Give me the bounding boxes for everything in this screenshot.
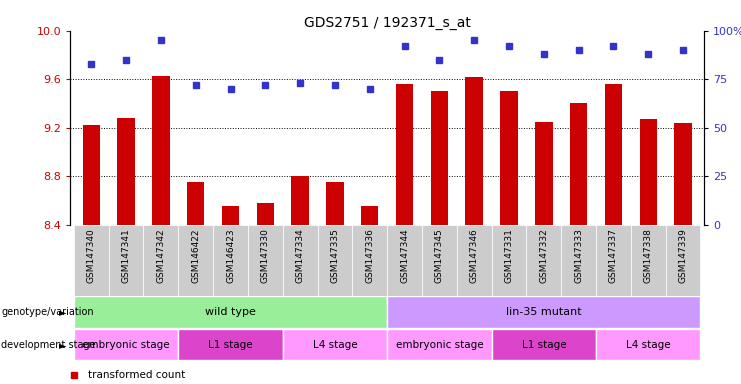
Bar xyxy=(605,84,622,225)
Text: embryonic stage: embryonic stage xyxy=(396,339,483,350)
FancyBboxPatch shape xyxy=(387,225,422,296)
Text: GSM147345: GSM147345 xyxy=(435,228,444,283)
Text: GSM147337: GSM147337 xyxy=(609,228,618,283)
Bar xyxy=(222,207,239,225)
Bar xyxy=(82,125,100,225)
Text: L1 stage: L1 stage xyxy=(522,339,566,350)
FancyBboxPatch shape xyxy=(422,225,456,296)
Bar xyxy=(291,176,309,225)
Text: development stage: development stage xyxy=(1,339,96,350)
Text: GSM147331: GSM147331 xyxy=(505,228,514,283)
Bar xyxy=(152,76,170,225)
Text: GSM147335: GSM147335 xyxy=(330,228,339,283)
Bar xyxy=(500,91,518,225)
FancyBboxPatch shape xyxy=(144,225,179,296)
Text: GSM146423: GSM146423 xyxy=(226,228,235,283)
Bar xyxy=(74,329,179,360)
FancyBboxPatch shape xyxy=(561,225,596,296)
Bar xyxy=(179,329,283,360)
Text: GSM147346: GSM147346 xyxy=(470,228,479,283)
FancyBboxPatch shape xyxy=(109,225,144,296)
Text: GSM147333: GSM147333 xyxy=(574,228,583,283)
FancyBboxPatch shape xyxy=(526,225,561,296)
Bar xyxy=(187,182,205,225)
Text: ►: ► xyxy=(59,307,67,317)
Bar xyxy=(491,329,596,360)
Bar xyxy=(431,91,448,225)
Bar xyxy=(283,329,387,360)
Bar xyxy=(674,123,692,225)
Bar xyxy=(570,103,588,225)
Text: L4 stage: L4 stage xyxy=(626,339,671,350)
Text: GSM147334: GSM147334 xyxy=(296,228,305,283)
FancyBboxPatch shape xyxy=(491,225,526,296)
Bar xyxy=(396,84,413,225)
Text: lin-35 mutant: lin-35 mutant xyxy=(506,307,582,317)
FancyBboxPatch shape xyxy=(631,225,665,296)
Title: GDS2751 / 192371_s_at: GDS2751 / 192371_s_at xyxy=(304,16,471,30)
Bar xyxy=(465,77,483,225)
Bar xyxy=(74,296,387,328)
Bar xyxy=(639,119,657,225)
Text: embryonic stage: embryonic stage xyxy=(82,339,170,350)
Text: wild type: wild type xyxy=(205,307,256,317)
Bar xyxy=(387,296,700,328)
Bar xyxy=(256,203,274,225)
Text: GSM147332: GSM147332 xyxy=(539,228,548,283)
Bar xyxy=(387,329,491,360)
FancyBboxPatch shape xyxy=(456,225,491,296)
Text: GSM147344: GSM147344 xyxy=(400,228,409,283)
FancyBboxPatch shape xyxy=(318,225,353,296)
Text: GSM147338: GSM147338 xyxy=(644,228,653,283)
FancyBboxPatch shape xyxy=(665,225,700,296)
FancyBboxPatch shape xyxy=(74,225,109,296)
Text: GSM147336: GSM147336 xyxy=(365,228,374,283)
Bar xyxy=(117,118,135,225)
FancyBboxPatch shape xyxy=(596,225,631,296)
Text: L4 stage: L4 stage xyxy=(313,339,357,350)
Text: L1 stage: L1 stage xyxy=(208,339,253,350)
FancyBboxPatch shape xyxy=(248,225,283,296)
Bar xyxy=(535,122,553,225)
Text: transformed count: transformed count xyxy=(87,370,185,380)
FancyBboxPatch shape xyxy=(179,225,213,296)
Bar xyxy=(361,207,379,225)
Text: GSM147341: GSM147341 xyxy=(122,228,130,283)
Text: GSM147342: GSM147342 xyxy=(156,228,165,283)
FancyBboxPatch shape xyxy=(353,225,387,296)
FancyBboxPatch shape xyxy=(213,225,248,296)
Bar xyxy=(596,329,700,360)
Text: GSM147339: GSM147339 xyxy=(679,228,688,283)
Text: genotype/variation: genotype/variation xyxy=(1,307,94,317)
FancyBboxPatch shape xyxy=(283,225,318,296)
Text: GSM146422: GSM146422 xyxy=(191,228,200,283)
Text: ►: ► xyxy=(59,339,67,350)
Text: GSM147340: GSM147340 xyxy=(87,228,96,283)
Text: GSM147330: GSM147330 xyxy=(261,228,270,283)
Bar xyxy=(326,182,344,225)
